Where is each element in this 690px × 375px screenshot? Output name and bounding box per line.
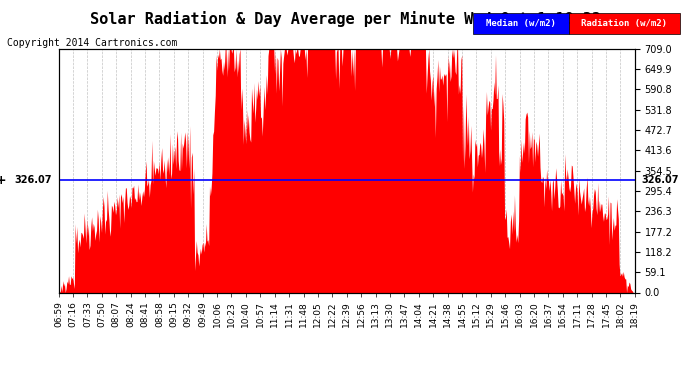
Text: Copyright 2014 Cartronics.com: Copyright 2014 Cartronics.com	[7, 38, 177, 48]
Text: 326.07: 326.07	[14, 176, 52, 185]
Text: 326.07: 326.07	[642, 176, 679, 185]
Text: Median (w/m2): Median (w/m2)	[486, 19, 556, 28]
Text: Solar Radiation & Day Average per Minute Wed Oct 1 18:32: Solar Radiation & Day Average per Minute…	[90, 11, 600, 27]
Text: +: +	[0, 174, 6, 187]
Text: Radiation (w/m2): Radiation (w/m2)	[582, 19, 667, 28]
